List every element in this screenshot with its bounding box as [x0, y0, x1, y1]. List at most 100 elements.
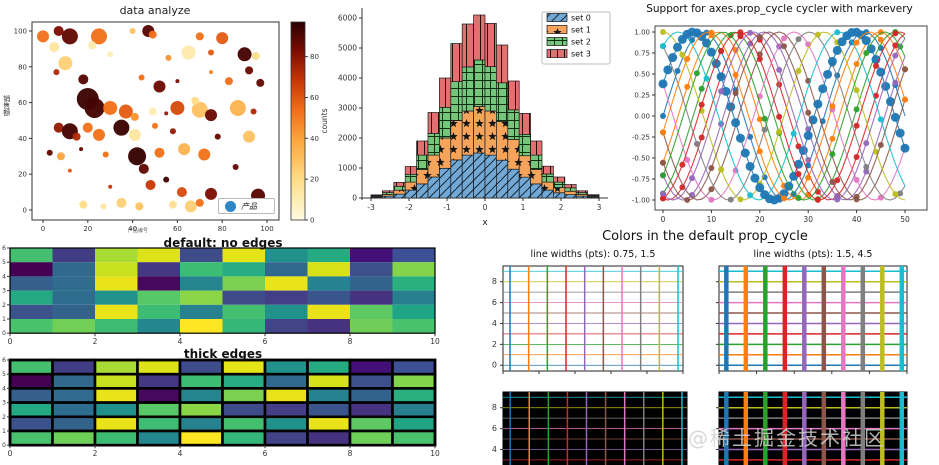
- heatmap-cell: [307, 276, 350, 291]
- scatter-point: [243, 130, 256, 143]
- scatter-point: [46, 149, 53, 156]
- tick-label: 0: [661, 215, 666, 224]
- scatter-point: [170, 100, 185, 115]
- markevery-marker: [761, 126, 768, 133]
- markevery-marker: [668, 53, 678, 63]
- scatter-point: [250, 108, 257, 115]
- tick-label: 0: [23, 207, 27, 215]
- markevery-marker: [853, 193, 860, 200]
- scatter-point: [79, 200, 88, 209]
- scatter-point: [113, 119, 130, 136]
- scatter-point: [191, 101, 208, 118]
- tick-label: 3000: [338, 104, 357, 113]
- markevery-marker: [737, 196, 744, 203]
- markevery-marker: [834, 177, 841, 184]
- tick-label: 30: [803, 215, 813, 224]
- markevery-marker: [805, 174, 812, 181]
- heatmaps-figure: 0 2 4 6 8 10 0 1 2 3 4 5 6 0 2 4 6 8 10 0 1 2 3 4 5 6: [0, 235, 450, 465]
- heatmap-cell: [178, 358, 224, 376]
- markevery-marker: [660, 159, 666, 166]
- heatmap-cell: [137, 248, 180, 263]
- heatmap-cell: [306, 429, 352, 447]
- histogram-figure: 0 1000 2000 3000 4000 5000 6000 -3 -2 -1 0 1 2 3 set 0…: [330, 0, 620, 235]
- heatmap-cell: [391, 372, 437, 390]
- tick-label: 1: [521, 203, 526, 212]
- heatmap-cell: [93, 415, 139, 433]
- scatter-point: [102, 151, 109, 158]
- heatmap-cell: [51, 429, 97, 447]
- markevery-line: [662, 31, 906, 201]
- heatmap-cell: [51, 358, 97, 376]
- heatmap-cell: [95, 248, 138, 263]
- markevery-marker: [776, 113, 783, 120]
- markevery-marker: [660, 43, 666, 50]
- tick-label: -0.75: [632, 176, 650, 184]
- heatmap-cell: [95, 319, 138, 334]
- markevery-marker: [726, 102, 736, 112]
- scatter-point: [37, 30, 49, 43]
- heatmap-cell: [263, 429, 309, 447]
- scatter-point: [181, 45, 196, 60]
- markevery-line: [662, 31, 906, 201]
- heatmap-cell: [180, 276, 223, 291]
- tick-label: 0: [492, 361, 497, 370]
- tick-label: 0: [2, 330, 6, 337]
- markevery-marker: [853, 87, 860, 94]
- tick-label: -1.00: [632, 197, 650, 205]
- tick-label: 2: [93, 449, 98, 458]
- markevery-marker: [745, 161, 755, 171]
- markevery-marker: [750, 173, 760, 183]
- histogram-plot: 0 1000 2000 3000 4000 5000 6000 -3 -2 -1 0 1 2 3 set 0…: [338, 8, 611, 212]
- tick-label: 40: [128, 225, 137, 233]
- markevery-marker: [902, 96, 908, 103]
- heatmap2-title: thick edges: [183, 347, 263, 361]
- markevery-marker: [795, 194, 802, 201]
- markevery-marker: [756, 116, 763, 123]
- markevery-marker: [902, 66, 908, 73]
- markevery-marker: [853, 39, 860, 46]
- markevery-marker: [897, 190, 904, 197]
- heatmap-cell: [392, 319, 435, 334]
- markevery-marker: [892, 30, 899, 37]
- markevery-marker: [740, 148, 750, 158]
- markevery-line: [662, 31, 906, 201]
- markevery-marker: [660, 129, 666, 136]
- tick-label: 8: [492, 277, 497, 286]
- tick-label: 3: [597, 203, 602, 212]
- heatmap-cell: [263, 358, 309, 376]
- scatter-point: [153, 80, 166, 93]
- scatter-point: [103, 100, 118, 115]
- markevery-marker: [834, 29, 841, 36]
- tick-label: 10: [430, 449, 440, 458]
- heatmap-cell: [51, 401, 97, 419]
- heatmap-cell: [306, 358, 352, 376]
- scatter-point: [78, 74, 89, 85]
- heatmap-cell: [137, 290, 180, 305]
- tick-label: 1000: [338, 164, 357, 173]
- scatter-point: [191, 96, 200, 105]
- heatmap-cell: [307, 304, 350, 319]
- markevery-marker: [721, 86, 731, 96]
- scatter-point: [135, 202, 144, 211]
- scatter-point: [49, 42, 60, 53]
- markevery-marker: [795, 67, 802, 74]
- tick-label: 20: [310, 176, 319, 184]
- scatter-point: [176, 187, 187, 198]
- heatmap-cell: [137, 262, 180, 277]
- heatmap-cell: [178, 387, 224, 404]
- scatter-xlabel: 产品编号: [128, 228, 149, 234]
- tick-label: -3: [367, 203, 375, 212]
- scatter-point: [128, 147, 147, 166]
- heatmaps-plot: 0 2 4 6 8 10 0 1 2 3 4 5 6 0 2 4 6 8 10 0 1 2 3 4 5 6: [2, 245, 440, 458]
- prop-cycle-subtitle-right: line widths (pts): 1.5, 4.5: [753, 249, 873, 260]
- tick-label: 20: [83, 225, 92, 233]
- scatter-point: [128, 128, 141, 141]
- markevery-marker: [660, 172, 666, 179]
- markevery-marker: [853, 106, 860, 113]
- markevery-marker: [853, 122, 860, 129]
- heatmap-cell: [93, 401, 139, 419]
- markevery-line: [662, 31, 906, 201]
- heatmap-cell: [306, 401, 352, 419]
- markevery-marker: [877, 142, 884, 149]
- heatmap-cell: [263, 415, 309, 433]
